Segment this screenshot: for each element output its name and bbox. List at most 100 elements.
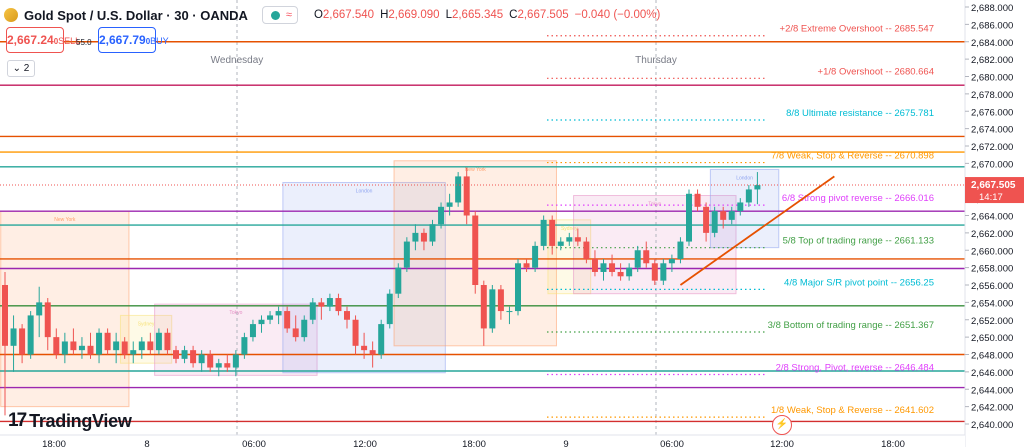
candle-body bbox=[78, 345, 85, 351]
candle-body bbox=[87, 345, 94, 355]
ohlc-key-c: C bbox=[509, 9, 518, 21]
candle-body bbox=[258, 319, 265, 325]
candle-body bbox=[318, 302, 325, 307]
candle-body bbox=[540, 219, 547, 246]
candle-body bbox=[626, 267, 633, 277]
candle-body bbox=[292, 328, 299, 338]
candle-body bbox=[386, 293, 393, 325]
trendline bbox=[679, 175, 835, 286]
ohlc-value-l: 2,665.345 bbox=[451, 9, 504, 21]
candle-body bbox=[668, 258, 675, 264]
ohlc-key-l: L bbox=[445, 9, 452, 21]
ohlc-change: −0.040 (−0.00%) bbox=[574, 9, 661, 21]
time-tick-label: 8 bbox=[144, 439, 149, 447]
candle-body bbox=[583, 241, 590, 259]
candle-body bbox=[190, 350, 197, 364]
candle-body bbox=[361, 345, 368, 351]
candle-body bbox=[181, 350, 188, 359]
market-status-toggle[interactable]: ≈ bbox=[261, 6, 298, 24]
symbol-title[interactable]: Gold Spot / U.S. Dollar · 30 · OANDA bbox=[24, 7, 248, 23]
level-label: 6/8 Strong pivot reverse -- 2666.016 bbox=[782, 193, 934, 204]
wave-icon: ≈ bbox=[285, 9, 292, 21]
candle-body bbox=[754, 185, 761, 190]
candle-body bbox=[506, 311, 513, 313]
candle-body bbox=[566, 237, 573, 242]
chevron-down-icon: ⌄ bbox=[12, 63, 22, 74]
candle-body bbox=[497, 289, 504, 312]
time-tick-label: 06:00 bbox=[660, 439, 684, 447]
candle-body bbox=[728, 211, 735, 220]
level-label: 7/8 Weak, Stop & Reverse -- 2670.898 bbox=[771, 151, 934, 162]
price-tick-label: 2,678.000 bbox=[971, 90, 1013, 101]
candle-body bbox=[10, 328, 17, 346]
candle-body bbox=[224, 363, 231, 368]
price-tick-label: 2,648.000 bbox=[971, 351, 1013, 362]
price-tick-label: 2,642.000 bbox=[971, 403, 1013, 414]
candle-body bbox=[420, 232, 427, 242]
candle-body bbox=[96, 332, 103, 355]
bar-countdown: 14:17 bbox=[979, 192, 1003, 203]
candle-body bbox=[634, 250, 641, 268]
candle-body bbox=[352, 319, 359, 346]
candle-body bbox=[703, 206, 710, 233]
day-label: Wednesday bbox=[211, 55, 264, 66]
candle-body bbox=[574, 237, 581, 242]
sell-button[interactable]: 2,667.240 SELL bbox=[6, 27, 80, 53]
spread-value: 55.0 bbox=[76, 38, 92, 47]
day-label: Thursday bbox=[635, 55, 677, 66]
lightning-icon[interactable]: ⚡ bbox=[772, 415, 792, 435]
candle-body bbox=[557, 241, 564, 246]
candle-body bbox=[70, 341, 77, 351]
price-tick-label: 2,674.000 bbox=[971, 125, 1013, 136]
price-tick-label: 2,688.000 bbox=[971, 3, 1013, 14]
candle-body bbox=[147, 341, 154, 351]
tradingview-logo[interactable]: 17 TradingView bbox=[8, 410, 132, 432]
candle-body bbox=[369, 350, 376, 355]
candle-body bbox=[463, 176, 470, 216]
ohlc-key-h: H bbox=[380, 9, 389, 21]
price-tick-label: 2,652.000 bbox=[971, 316, 1013, 327]
candle-body bbox=[113, 341, 120, 351]
session-label: London bbox=[736, 175, 753, 181]
candle-body bbox=[429, 224, 436, 242]
candle-body bbox=[643, 250, 650, 264]
candle-body bbox=[489, 289, 496, 329]
candle-body bbox=[677, 241, 684, 259]
time-tick-label: 12:00 bbox=[770, 439, 794, 447]
buy-button[interactable]: 2,667.790 BUY bbox=[98, 27, 169, 53]
ohlc-readout: O2,667.540 H2,669.090 L2,665.345 C2,667.505… bbox=[308, 9, 660, 21]
candle-body bbox=[207, 354, 214, 368]
level-label: +2/8 Extreme Overshoot -- 2685.547 bbox=[780, 24, 934, 35]
candle-body bbox=[455, 176, 462, 203]
time-tick-label: 18:00 bbox=[462, 439, 486, 447]
candle-body bbox=[609, 263, 616, 272]
time-axis bbox=[0, 435, 965, 447]
time-tick-label: 9 bbox=[563, 439, 568, 447]
candle-body bbox=[198, 354, 205, 364]
session-box bbox=[119, 314, 173, 364]
price-tick-label: 2,684.000 bbox=[971, 38, 1013, 49]
candle-body bbox=[532, 245, 539, 268]
candle-body bbox=[267, 315, 274, 320]
candle-body bbox=[130, 350, 137, 355]
indicator-collapse-button[interactable]: ⌄ 2 bbox=[7, 60, 35, 77]
last-price-badge bbox=[965, 177, 1024, 204]
candle-body bbox=[472, 215, 479, 285]
price-tick-label: 2,654.000 bbox=[971, 298, 1013, 309]
buy-label: BUY bbox=[150, 35, 169, 46]
market-open-dot-icon bbox=[270, 10, 280, 20]
sell-price: 2,667.24 bbox=[7, 32, 54, 47]
candle-body bbox=[326, 298, 333, 307]
gold-symbol-icon bbox=[4, 8, 18, 22]
candle-body bbox=[335, 298, 342, 312]
candle-body bbox=[651, 263, 658, 281]
price-tick-label: 2,646.000 bbox=[971, 368, 1013, 379]
ohlc-key-o: O bbox=[313, 9, 323, 21]
candle-body bbox=[164, 332, 171, 351]
sell-label: SELL bbox=[58, 35, 81, 46]
price-tick-label: 2,644.000 bbox=[971, 385, 1013, 396]
candle-body bbox=[600, 263, 607, 272]
candle-body bbox=[438, 206, 445, 225]
candle-body bbox=[27, 315, 34, 355]
